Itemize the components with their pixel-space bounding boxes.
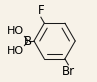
- Text: HO: HO: [7, 46, 24, 56]
- Text: B: B: [24, 35, 32, 47]
- Text: F: F: [38, 4, 44, 17]
- Text: Br: Br: [62, 65, 75, 78]
- Text: HO: HO: [7, 26, 24, 36]
